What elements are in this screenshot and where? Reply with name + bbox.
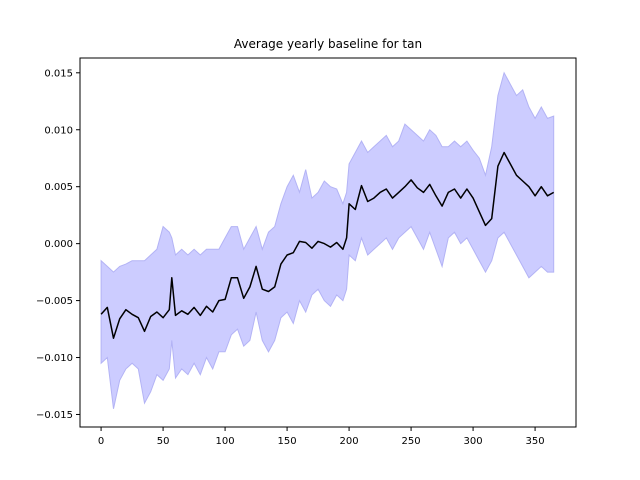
x-axis: 0 50 100 150 200 250 300 350 xyxy=(98,427,545,447)
y-tick-label: 0.005 xyxy=(44,182,73,193)
y-tick-label: 0.000 xyxy=(44,239,73,250)
confidence-band xyxy=(100,71,555,409)
x-tick-label: 200 xyxy=(340,436,359,447)
series-line xyxy=(100,151,555,339)
y-tick-label: −0.005 xyxy=(36,296,73,307)
series-line-layer xyxy=(100,151,555,339)
x-tick-label: 0 xyxy=(98,436,104,447)
y-tick-label: −0.010 xyxy=(36,353,73,364)
x-tick-label: 250 xyxy=(402,436,421,447)
y-tick-label: 0.010 xyxy=(44,125,73,136)
x-tick-label: 300 xyxy=(464,436,483,447)
y-axis: −0.015 −0.010 −0.005 0.000 0.005 0.010 0.015 xyxy=(36,68,80,421)
y-tick-label: −0.015 xyxy=(36,410,73,421)
chart-title: Average yearly baseline for tan xyxy=(234,37,422,51)
x-tick-label: 350 xyxy=(526,436,545,447)
x-tick-label: 50 xyxy=(157,436,170,447)
confidence-band-layer xyxy=(100,71,555,409)
y-tick-label: 0.015 xyxy=(44,68,73,79)
x-tick-label: 100 xyxy=(216,436,235,447)
x-tick-label: 150 xyxy=(278,436,297,447)
plot-frame xyxy=(79,57,577,428)
